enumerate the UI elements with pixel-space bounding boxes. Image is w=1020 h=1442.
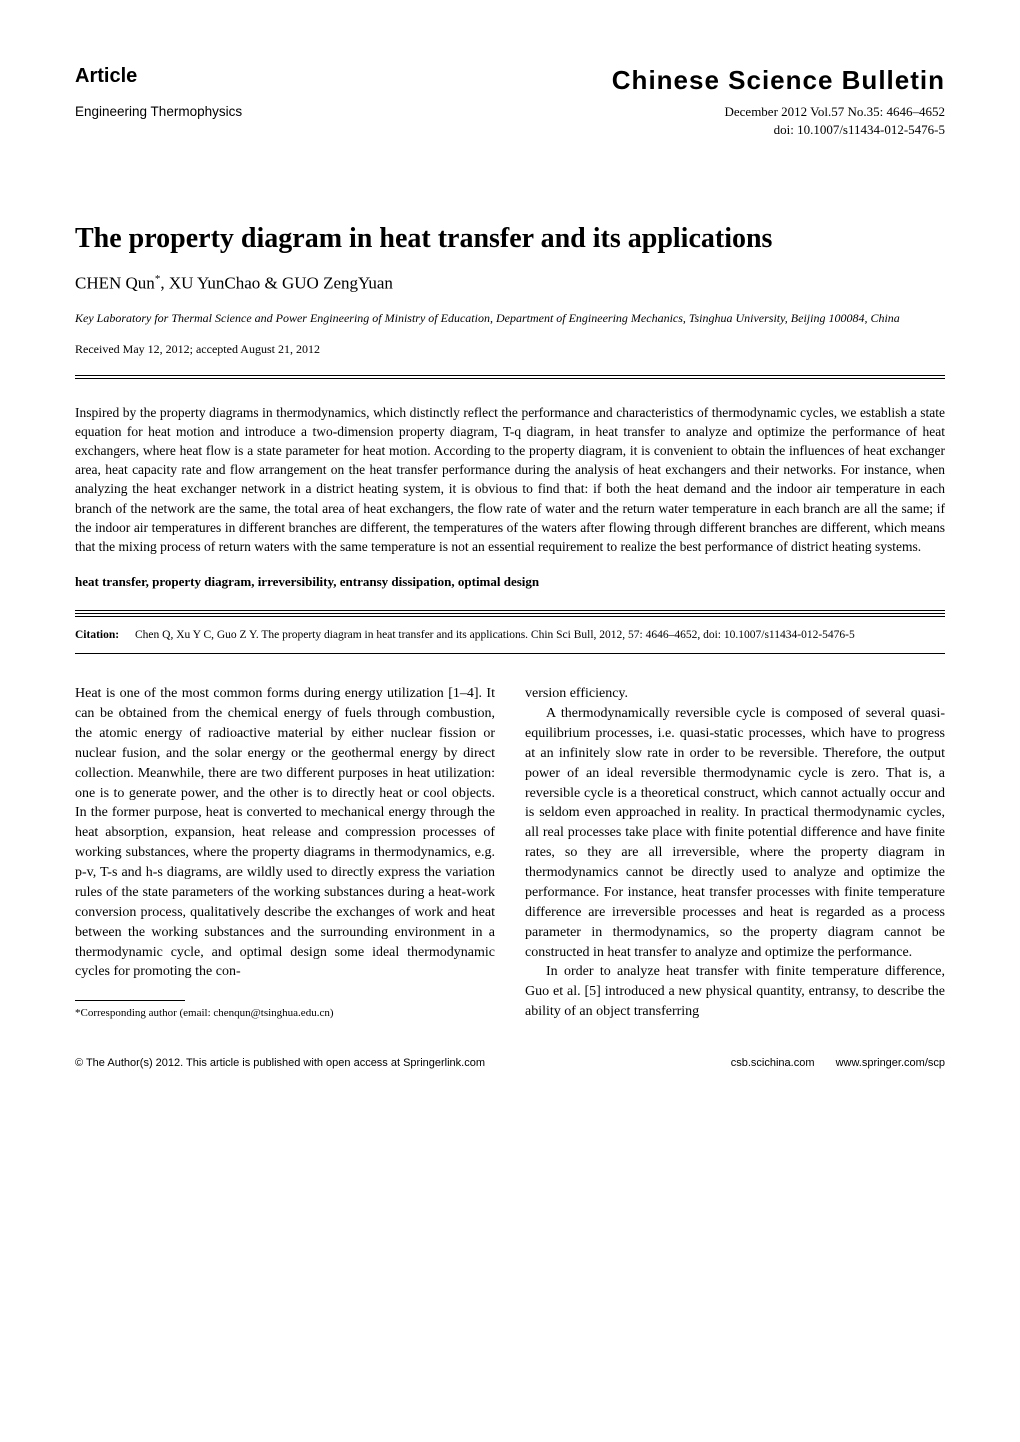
page-footer: © The Author(s) 2012. This article is pu…	[75, 1057, 945, 1069]
rule	[75, 378, 945, 379]
body-paragraph: A thermodynamically reversible cycle is …	[525, 704, 945, 962]
authors: CHEN Qun*, XU YunChao & GUO ZengYuan	[75, 273, 945, 294]
footnote-rule	[75, 1000, 185, 1001]
paper-title: The property diagram in heat transfer an…	[75, 223, 945, 255]
body-column-right: version efficiency. A thermodynamically …	[525, 684, 945, 1022]
citation-block: Citation: Chen Q, Xu Y C, Guo Z Y. The p…	[75, 616, 945, 654]
doi: doi: 10.1007/s11434-012-5476-5	[725, 122, 946, 138]
abstract: Inspired by the property diagrams in the…	[75, 403, 945, 556]
journal-name: Chinese Science Bulletin	[612, 65, 945, 96]
publication-info: December 2012 Vol.57 No.35: 4646–4652 do…	[725, 104, 946, 138]
corresponding-author-footnote: *Corresponding author (email: chenqun@ts…	[75, 1006, 495, 1022]
citation-text: Chen Q, Xu Y C, Guo Z Y. The property di…	[135, 627, 945, 643]
body-paragraph: In order to analyze heat transfer with f…	[525, 962, 945, 1022]
citation-label: Citation:	[75, 627, 135, 643]
footer-link: csb.scichina.com	[731, 1057, 815, 1069]
rule	[75, 375, 945, 376]
keywords: heat transfer, property diagram, irrever…	[75, 574, 945, 590]
section-name: Engineering Thermophysics	[75, 104, 242, 119]
body-paragraph: Heat is one of the most common forms dur…	[75, 684, 495, 982]
rule	[75, 610, 945, 611]
body-column-left: Heat is one of the most common forms dur…	[75, 684, 495, 1022]
rule	[75, 613, 945, 614]
article-label: Article	[75, 65, 137, 88]
copyright-text: © The Author(s) 2012. This article is pu…	[75, 1057, 485, 1069]
footer-link: www.springer.com/scp	[836, 1057, 945, 1069]
received-accepted-dates: Received May 12, 2012; accepted August 2…	[75, 342, 945, 357]
pub-line: December 2012 Vol.57 No.35: 4646–4652	[725, 104, 946, 120]
body-paragraph: version efficiency.	[525, 684, 945, 704]
affiliation: Key Laboratory for Thermal Science and P…	[75, 310, 945, 326]
